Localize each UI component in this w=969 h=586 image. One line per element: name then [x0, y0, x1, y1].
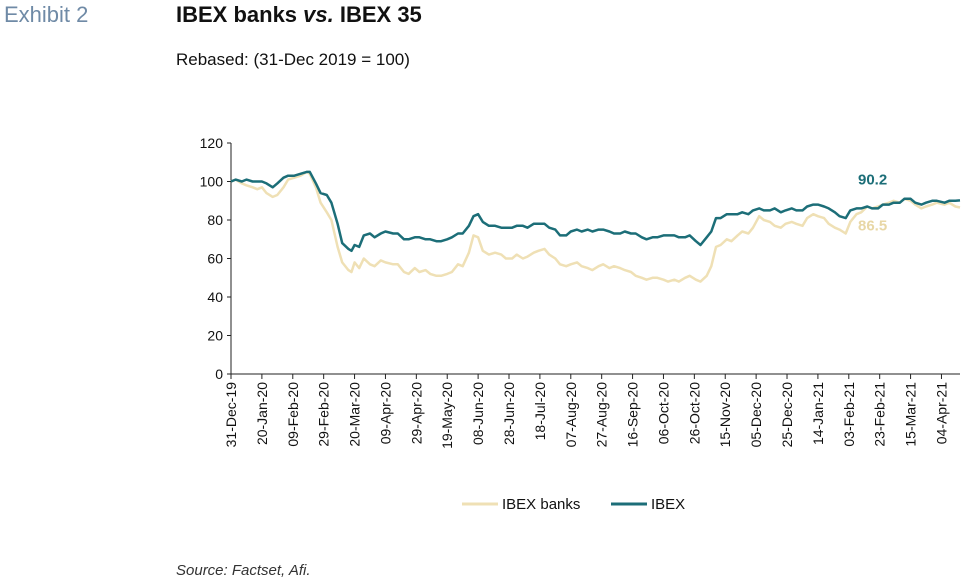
legend-label-ibex: IBEX: [651, 496, 685, 513]
y-tick-label: 100: [200, 174, 224, 190]
y-tick-label: 20: [207, 328, 223, 344]
legend-label-ibex-banks: IBEX banks: [502, 496, 580, 513]
series-line-ibex-banks: [230, 170, 961, 283]
x-tick-label: 09-Apr-20: [377, 382, 393, 444]
title-vs: vs.: [303, 2, 334, 27]
y-tick-label: 0: [215, 366, 223, 382]
series-line-ibex: [230, 170, 961, 253]
exhibit-label: Exhibit 2: [4, 2, 89, 27]
y-tick-label: 60: [207, 251, 223, 267]
chart-subtitle: Rebased: (31-Dec 2019 = 100): [176, 50, 410, 69]
x-tick-label: 09-Feb-20: [285, 382, 301, 447]
end-label-ibex-banks: 86.5: [858, 218, 887, 235]
chart-legend: IBEX banks IBEX: [462, 496, 685, 513]
x-tick-label: 23-Feb-21: [872, 382, 888, 447]
x-tick-label: 19-May-20: [439, 382, 455, 449]
x-tick-label: 05-Dec-20: [748, 382, 764, 448]
x-tick-label: 16-Sep-20: [625, 382, 641, 448]
x-tick-label: 27-Aug-20: [594, 382, 610, 448]
x-tick-label: 07-Aug-20: [563, 382, 579, 448]
x-tick-label: 25-Dec-20: [779, 382, 795, 448]
x-tick-label: 08-Jun-20: [470, 382, 486, 445]
title-part-2: IBEX 35: [333, 2, 422, 27]
x-tick-label: 18-Jul-20: [532, 382, 548, 441]
x-tick-label: 26-Oct-20: [686, 382, 702, 444]
y-tick-label: 40: [207, 289, 223, 305]
x-tick-label: 15-Mar-21: [903, 382, 919, 447]
x-tick-label: 28-Jun-20: [501, 382, 517, 445]
x-tick-label: 03-Feb-21: [841, 382, 857, 447]
x-tick-label: 14-Jan-21: [810, 382, 826, 445]
y-tick-label: 120: [200, 135, 224, 151]
chart-title: IBEX banks vs. IBEX 35: [176, 2, 422, 28]
title-part-1: IBEX banks: [176, 2, 304, 27]
end-label-ibex: 90.2: [858, 171, 887, 188]
chart-end-labels: 86.5 90.2: [858, 171, 887, 234]
chart-series: [230, 170, 961, 283]
x-tick-label: 29-Feb-20: [316, 382, 332, 447]
x-tick-label: 04-Apr-21: [933, 382, 949, 444]
x-tick-label: 20-Jan-20: [254, 382, 270, 445]
x-tick-label: 31-Dec-19: [223, 382, 239, 448]
source-note: Source: Factset, Afi.: [176, 562, 311, 579]
x-tick-label: 29-Apr-20: [408, 382, 424, 444]
y-tick-label: 80: [207, 212, 223, 228]
x-tick-label: 06-Oct-20: [655, 382, 671, 444]
x-tick-label: 20-Mar-20: [347, 382, 363, 447]
x-tick-label: 15-Nov-20: [717, 382, 733, 448]
